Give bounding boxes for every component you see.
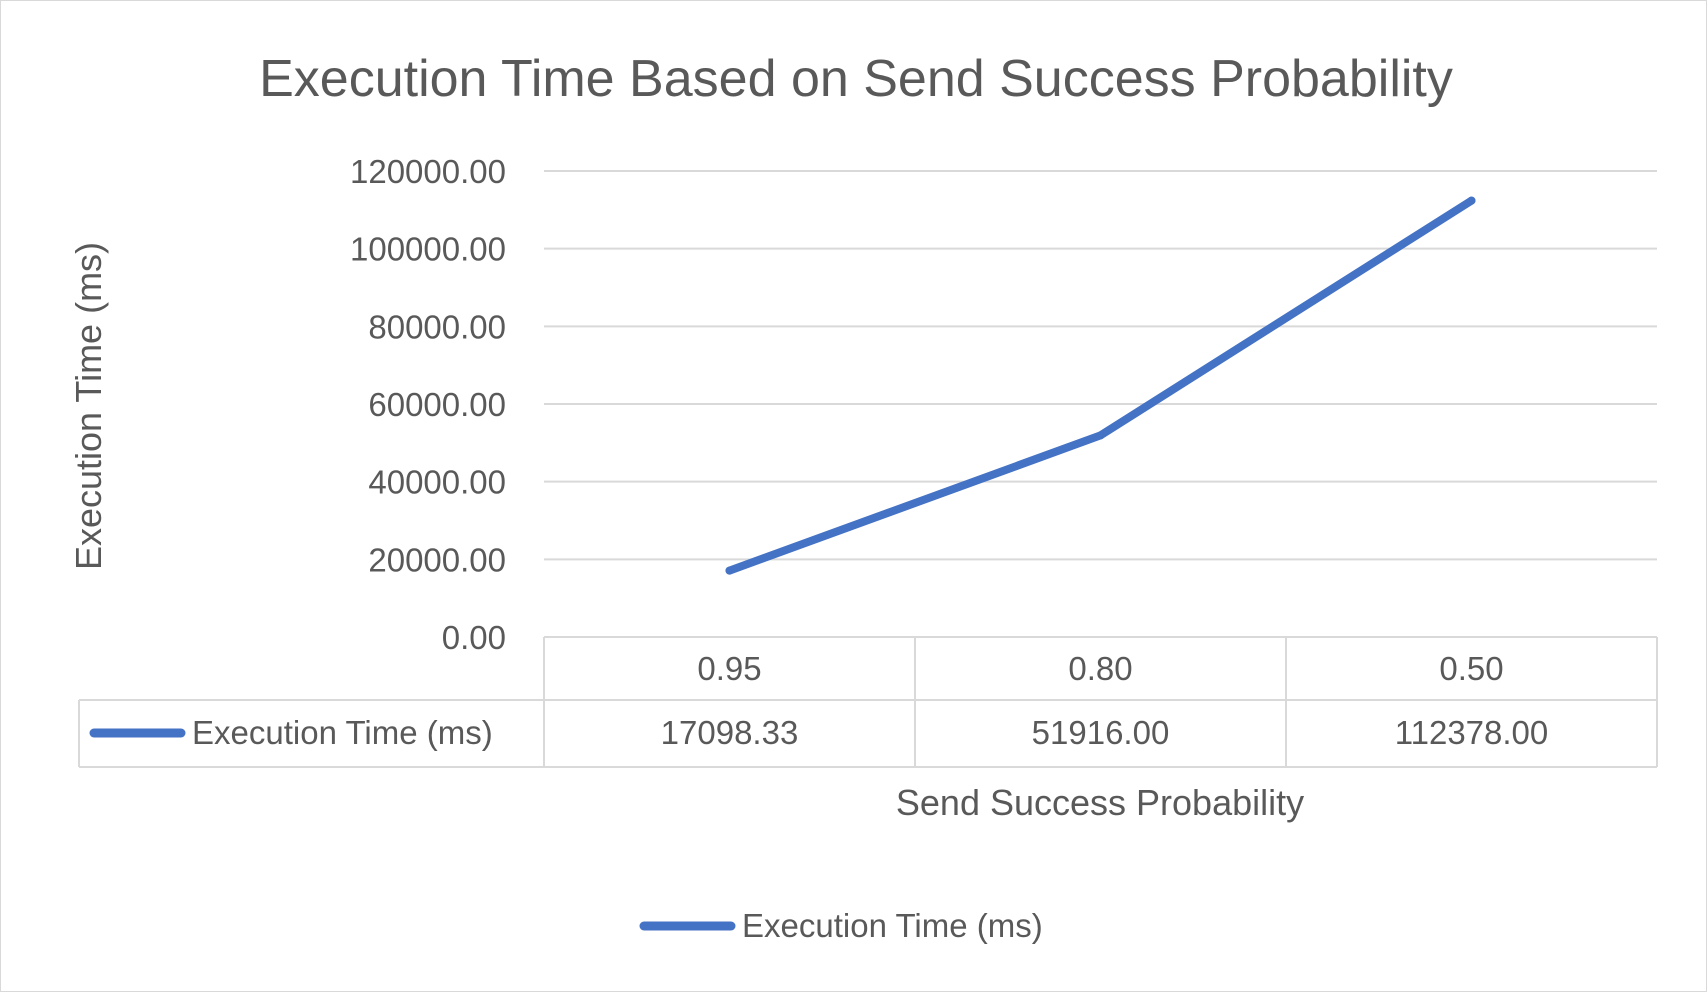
y-tick-label: 80000.00 xyxy=(368,308,506,345)
gridlines xyxy=(544,170,1657,561)
data-point xyxy=(1467,196,1476,205)
x-tick-label: 0.50 xyxy=(1439,650,1503,687)
table-value: 112378.00 xyxy=(1395,714,1549,751)
y-tick-label: 20000.00 xyxy=(368,541,506,578)
table-value: 17098.33 xyxy=(661,714,799,751)
table-row-label: Execution Time (ms) xyxy=(192,714,493,751)
x-axis-title: Send Success Probability xyxy=(896,782,1304,823)
chart-title: Execution Time Based on Send Success Pro… xyxy=(259,50,1453,108)
table-value: 51916.00 xyxy=(1032,714,1170,751)
data-point xyxy=(1096,431,1105,440)
data-table: 0.95 17098.33 0.80 51916.00 0.50 112378.00 Exe… xyxy=(78,636,1658,768)
y-tick-label: 40000.00 xyxy=(368,464,506,501)
data-point xyxy=(725,566,734,575)
series-line xyxy=(725,196,1476,575)
series-layer xyxy=(725,196,1476,575)
x-tick-label: 0.95 xyxy=(697,650,761,687)
y-tick-labels: 0.00 20000.00 40000.00 60000.00 80000.00 1000… xyxy=(350,153,506,656)
y-axis-title: Execution Time (ms) xyxy=(68,242,109,570)
legend: Execution Time (ms) xyxy=(639,907,1043,944)
y-tick-label: 120000.00 xyxy=(350,153,506,190)
legend-label: Execution Time (ms) xyxy=(742,907,1043,944)
y-tick-label: 100000.00 xyxy=(350,231,506,268)
x-tick-label: 0.80 xyxy=(1068,650,1132,687)
y-tick-label: 60000.00 xyxy=(368,386,506,423)
y-tick-label: 0.00 xyxy=(442,619,506,656)
